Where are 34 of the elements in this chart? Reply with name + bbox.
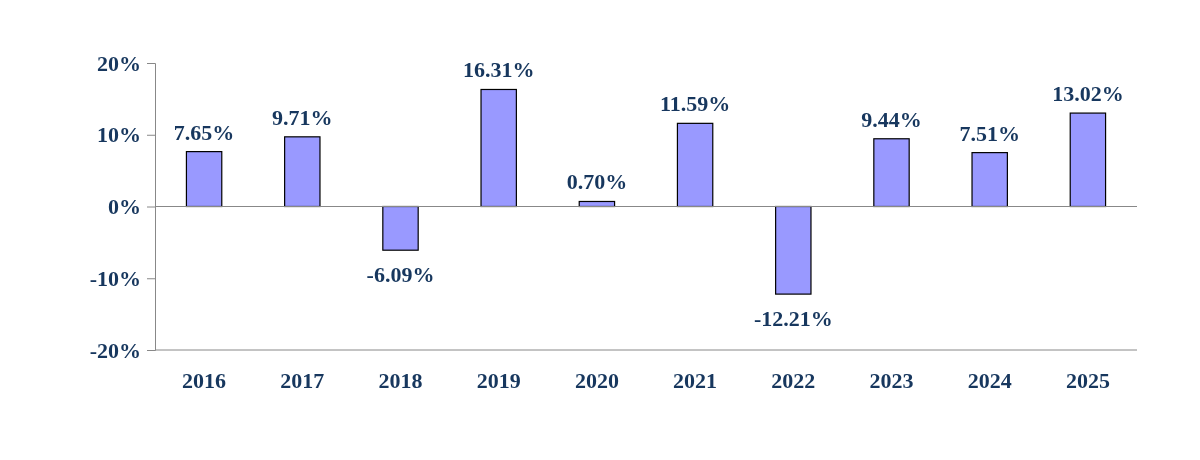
bar xyxy=(382,205,419,251)
bar xyxy=(873,138,910,208)
data-label: 11.59% xyxy=(659,91,731,117)
bar xyxy=(284,136,321,208)
x-tick-label: 2018 xyxy=(378,368,423,393)
x-tick-label: 2022 xyxy=(771,368,816,393)
y-tick-label: -20% xyxy=(89,337,141,363)
x-tick-label: 2025 xyxy=(1065,368,1110,393)
bar xyxy=(480,88,517,208)
data-label: 0.70% xyxy=(566,169,628,195)
x-tick-label: 2024 xyxy=(967,368,1012,393)
bar xyxy=(971,152,1008,208)
y-tick-label: 20% xyxy=(97,50,141,76)
x-tick-label: 2023 xyxy=(869,368,914,393)
x-tick-label: 2016 xyxy=(182,368,227,393)
data-label: -12.21% xyxy=(753,306,833,332)
x-tick-label: 2017 xyxy=(280,368,325,393)
data-label: 7.51% xyxy=(959,120,1020,146)
data-label: -6.09% xyxy=(366,262,435,288)
data-label: 16.31% xyxy=(462,57,535,83)
bar xyxy=(185,151,223,208)
data-label: 13.02% xyxy=(1052,81,1124,107)
y-tick-label: -10% xyxy=(89,265,141,291)
y-tick-label: 0% xyxy=(108,194,141,220)
data-label: 9.44% xyxy=(861,106,922,132)
x-tick-label: 2019 xyxy=(476,368,521,393)
bar xyxy=(676,122,714,208)
data-label: 9.71% xyxy=(272,104,333,130)
data-label: 7.65% xyxy=(173,119,235,145)
x-tick-label: 2021 xyxy=(673,368,718,393)
bar xyxy=(1069,112,1107,208)
bar xyxy=(775,205,812,295)
x-tick-label: 2020 xyxy=(574,368,619,393)
y-tick-label: 10% xyxy=(97,122,141,148)
